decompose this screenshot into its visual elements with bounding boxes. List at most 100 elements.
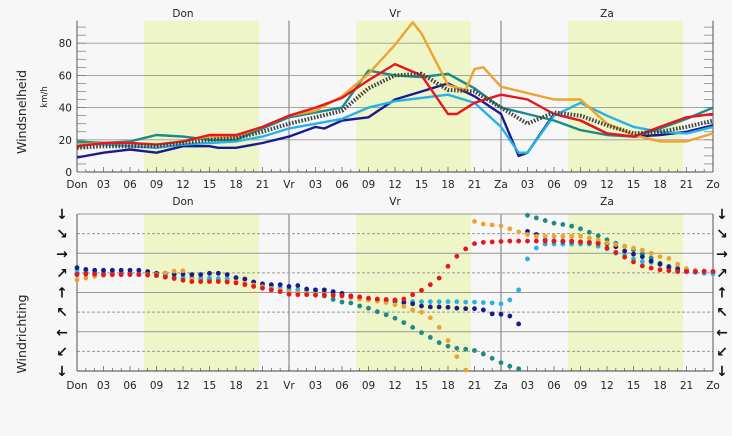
direction-dot-series-4 [198,279,204,284]
wind-direction-arrow-icon: ↓ [56,364,68,380]
direction-dot-series-0 [357,303,363,309]
direction-dot-series-1 [525,256,530,262]
direction-dot-series-3 [180,268,186,274]
direction-dot-series-2 [480,307,486,313]
direction-dot-series-3 [595,237,601,243]
mean-speed-line [76,71,714,150]
direction-dot-series-0 [560,222,566,227]
direction-dot-series-0 [480,351,486,357]
direction-dot-series-2 [401,300,407,305]
day-label: Za [600,8,614,20]
direction-dot-series-4 [427,282,433,288]
direction-dot-series-2 [304,286,310,292]
direction-dot-series-4 [410,292,416,298]
direction-dot-series-3 [569,233,575,239]
wind-direction-arrow-icon: ↗ [56,266,68,282]
direction-dot-series-2 [622,248,628,254]
direction-dot-series-4 [622,254,628,260]
direction-dot-series-2 [410,301,416,307]
direction-dot-series-4 [613,249,619,255]
direction-dot-series-0 [551,220,557,226]
wind-speed-unit-label: km/h [40,86,50,107]
wind-direction-arrow-icon: ↓ [716,207,728,223]
direction-dot-series-0 [463,346,469,352]
direction-dot-series-3 [463,367,469,373]
direction-dot-series-1 [533,245,539,251]
direction-dot-series-0 [383,312,389,318]
direction-dot-series-4 [118,272,124,278]
direction-dot-series-4 [92,271,98,277]
direction-dot-series-2 [207,270,212,276]
x-tick-label: 09 [574,179,587,191]
direction-dot-series-2 [101,267,106,273]
direction-dot-series-0 [498,360,504,366]
direction-dot-series-4 [383,297,389,302]
direction-dot-series-0 [525,212,530,218]
y-tick-label: 60 [59,70,72,82]
direction-dot-series-4 [286,291,292,297]
x-tick-label: 12 [600,179,613,191]
x-tick-label: 09 [362,179,375,191]
direction-dot-series-1 [480,300,486,305]
direction-dot-series-4 [701,269,707,274]
direction-dot-series-4 [401,296,407,302]
direction-dot-series-4 [348,294,354,299]
direction-dot-series-0 [374,309,380,315]
direction-dot-series-2 [313,287,318,293]
direction-dot-series-4 [154,273,159,278]
direction-dot-series-0 [542,218,548,223]
direction-dot-series-4 [542,238,548,244]
direction-dot-series-2 [648,258,654,264]
direction-dot-series-2 [118,267,124,273]
direction-dot-series-3 [436,324,442,330]
x-tick-label: Zo [706,380,720,392]
direction-dot-series-4 [604,245,610,251]
direction-dot-series-4 [684,269,689,274]
direction-dot-series-4 [392,297,398,303]
direction-dot-series-4 [374,296,380,302]
direction-dot-series-4 [127,272,133,278]
direction-dot-series-3 [507,226,513,232]
wind-direction-arrow-icon: ↓ [716,364,728,380]
x-tick-label: 15 [203,380,216,392]
direction-dot-series-4 [586,240,592,246]
y-tick-label: 40 [59,103,72,115]
direction-dot-series-3 [533,233,539,239]
x-tick-label: 21 [680,380,693,392]
direction-dot-series-4 [251,283,257,289]
direction-dot-series-3 [657,254,663,260]
x-tick-label: Don [66,179,87,191]
day-label: Vr [389,8,401,20]
direction-dot-series-2 [198,272,204,278]
x-tick-label: 09 [150,179,163,191]
direction-dot-series-4 [109,272,115,278]
direction-dot-series-0 [454,345,460,351]
x-tick-label: 21 [680,179,693,191]
direction-dot-series-1 [419,299,424,305]
direction-dot-series-0 [401,320,407,325]
direction-dot-series-4 [207,279,212,284]
direction-dot-series-4 [578,239,583,245]
direction-dot-series-2 [666,264,672,270]
direction-dot-series-4 [463,246,469,252]
direction-dot-series-4 [445,263,451,269]
x-tick-label: 18 [229,179,242,191]
direction-dot-series-3 [445,338,451,343]
direction-dot-series-0 [436,340,442,346]
x-tick-label: 03 [521,179,534,191]
direction-dot-series-1 [463,299,469,305]
direction-dot-series-3 [586,235,592,241]
x-tick-label: Za [494,380,508,392]
direction-dot-series-2 [330,289,336,295]
x-tick-label: Don [66,380,87,392]
direction-dot-series-4 [233,280,239,286]
direction-dot-series-0 [586,229,592,235]
day-label: Vr [389,196,401,208]
direction-dot-series-1 [516,287,522,293]
direction-dot-series-0 [489,355,495,361]
x-tick-label: 15 [415,380,428,392]
direction-dot-series-3 [419,309,424,315]
direction-dot-series-3 [489,222,495,228]
direction-dot-series-2 [454,305,460,311]
